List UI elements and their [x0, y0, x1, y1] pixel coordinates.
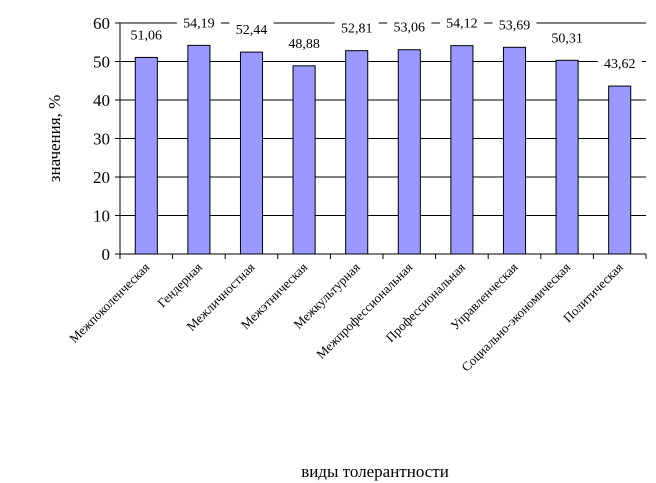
y-tick-label-20: 20 — [93, 168, 110, 187]
data-label-6: 53,06 — [394, 21, 426, 36]
bar-1 — [134, 56, 158, 255]
bar-6 — [397, 49, 421, 255]
y-tick-label-30: 30 — [93, 130, 110, 149]
y-tick-labels: 0 10 20 30 40 50 60 — [93, 14, 110, 264]
data-labels: 51,06 54,19 52,44 48,88 52,81 53,06 54,12 53,69… — [124, 14, 642, 73]
data-label-bg-3 — [229, 21, 274, 39]
data-label-4: 48,88 — [288, 37, 320, 52]
data-label-bg-9 — [545, 29, 590, 47]
category-label-6: Межпрофессиональная — [313, 260, 415, 362]
category-labels: Межпоколенческая ГендернаяМежличностнаяМе… — [66, 260, 626, 375]
data-label-bg-2 — [176, 14, 221, 32]
data-label-5: 52,81 — [341, 22, 373, 37]
bar-4 — [292, 65, 316, 255]
y-tick-label-10: 10 — [93, 207, 110, 226]
y-axis-title: значения, % — [45, 95, 64, 182]
bar-3 — [239, 51, 264, 255]
bar-9 — [555, 59, 579, 255]
data-label-9: 50,31 — [551, 31, 583, 46]
data-label-bg-6 — [387, 18, 432, 36]
category-label-1: Межпоколенческая — [66, 260, 152, 346]
bar-2 — [187, 44, 211, 255]
axes — [115, 22, 647, 259]
bar-8 — [502, 46, 527, 255]
y-tick-label-60: 60 — [93, 14, 110, 33]
bars — [134, 44, 632, 255]
category-label-2: Гендерная — [154, 260, 205, 311]
data-label-bg-10 — [597, 55, 642, 73]
data-label-bg-4 — [282, 34, 327, 52]
data-label-bg-5 — [334, 19, 379, 37]
data-label-7: 54,12 — [446, 17, 478, 32]
data-label-10: 43,62 — [604, 57, 636, 72]
x-axis-title: виды толерантности — [301, 462, 449, 481]
y-tick-label-40: 40 — [93, 91, 110, 110]
y-tick-label-50: 50 — [93, 53, 110, 72]
data-label-bg-7 — [439, 14, 484, 32]
data-label-8: 53,69 — [499, 18, 531, 33]
y-tick-label-0: 0 — [102, 245, 111, 264]
data-label-bg-8 — [492, 16, 537, 34]
data-label-1: 51,06 — [131, 28, 163, 43]
bar-10 — [608, 85, 632, 255]
data-label-3: 52,44 — [236, 23, 268, 38]
bar-7 — [450, 45, 474, 255]
data-label-bg-1 — [124, 26, 169, 44]
category-label-9: Социально-экономическая — [458, 260, 573, 375]
data-label-2: 54,19 — [183, 16, 215, 31]
bar-5 — [345, 50, 369, 255]
